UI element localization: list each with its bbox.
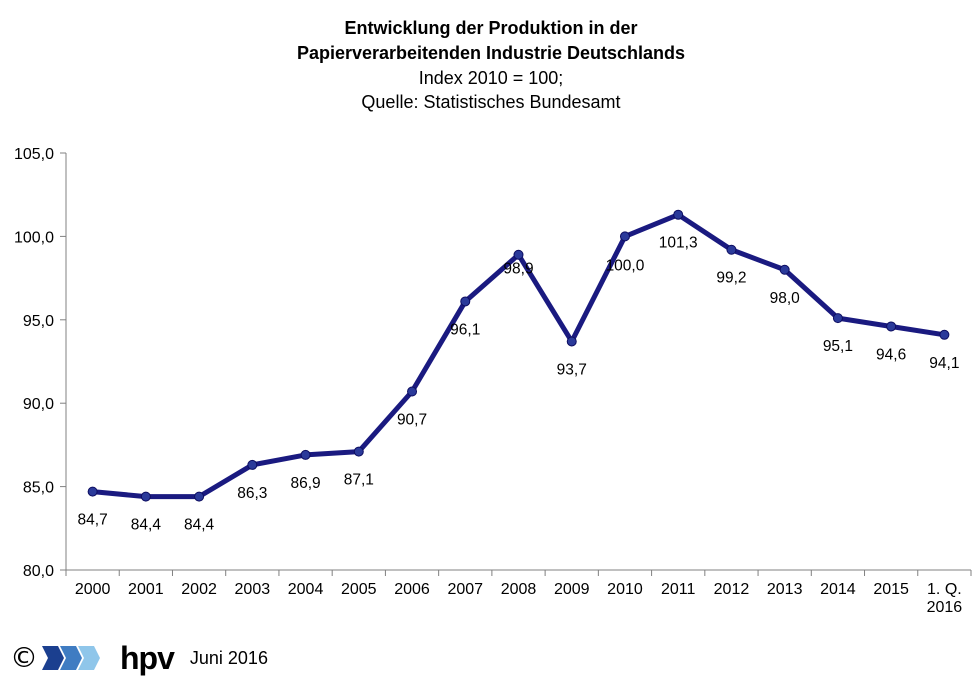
y-tick-label: 85,0 [23, 480, 54, 497]
x-tick-label: 2012 [714, 581, 750, 598]
data-label: 84,4 [184, 517, 215, 534]
x-tick-label: 2015 [873, 581, 909, 598]
copyright-symbol: © [10, 641, 38, 674]
data-label: 86,9 [290, 475, 320, 492]
data-labels: 84,7 84,4 84,4 86,3 86,9 87,1 90,7 96,1 98,9 93,7… [78, 235, 960, 534]
data-point [566, 336, 577, 347]
data-label: 98,0 [770, 290, 801, 307]
chart-title-line-1: Entwicklung der Produktion in der [344, 18, 637, 38]
data-label: 84,4 [131, 517, 162, 534]
hpv-logo-text: hpv [120, 639, 175, 676]
x-tick-label: 2002 [181, 581, 217, 598]
data-point [619, 231, 630, 242]
chart-subtitle-line-1: Index 2010 = 100; [419, 68, 564, 88]
data-point [247, 459, 258, 470]
data-label: 93,7 [557, 361, 587, 378]
data-point [886, 321, 897, 332]
x-tick-label: 2001 [128, 581, 164, 598]
x-tick-label: 2009 [554, 581, 590, 598]
data-point [513, 249, 524, 260]
data-point [673, 209, 684, 220]
data-label: 101,3 [659, 235, 698, 252]
x-tick-label: 2010 [607, 581, 643, 598]
x-tick-label: 2014 [820, 581, 856, 598]
data-label: 99,2 [716, 270, 746, 287]
data-label: 98,9 [503, 261, 533, 278]
data-point [407, 386, 418, 397]
x-tick-label: 2004 [288, 581, 324, 598]
x-tick-label: 2006 [394, 581, 430, 598]
data-label: 95,1 [823, 338, 853, 355]
x-tick-label: 2007 [447, 581, 483, 598]
data-label: 90,7 [397, 412, 427, 429]
data-point [939, 329, 950, 340]
x-tick-label: 2005 [341, 581, 377, 598]
hpv-logo-icon [42, 646, 100, 670]
axes: 80,0 85,0 90,0 95,0 100,0 105,0 2000 2001 2002 20… [14, 146, 972, 616]
y-tick-label: 95,0 [23, 313, 54, 330]
data-point [194, 491, 205, 502]
y-tick-label: 90,0 [23, 396, 54, 413]
data-point [300, 449, 311, 460]
y-tick-label: 105,0 [14, 146, 54, 163]
data-label: 100,0 [606, 257, 645, 274]
y-tick-label: 100,0 [14, 229, 54, 246]
data-point [460, 296, 471, 307]
data-point [140, 491, 151, 502]
x-tick-label: 1. Q. [927, 581, 962, 598]
x-tick-label: 2011 [661, 581, 696, 598]
x-tick-label: 2008 [501, 581, 537, 598]
data-point [87, 486, 98, 497]
data-point [779, 264, 790, 275]
data-label: 87,1 [344, 472, 374, 489]
data-label: 96,1 [450, 321, 480, 338]
x-tick-label: 2000 [75, 581, 111, 598]
data-label: 84,7 [78, 512, 108, 529]
data-label: 86,3 [237, 485, 267, 502]
chart-subtitle-line-2: Quelle: Statistisches Bundesamt [361, 92, 620, 112]
chart-title-line-2: Papierverarbeitenden Industrie Deutschla… [297, 43, 685, 63]
footer: © hpv Juni 2016 [10, 640, 268, 676]
x-tick-label: 2016 [927, 599, 963, 616]
data-point [726, 244, 737, 255]
footer-date: Juni 2016 [189, 647, 268, 668]
x-tick-label: 2003 [235, 581, 271, 598]
x-tick-label: 2013 [767, 581, 803, 598]
data-label: 94,6 [876, 346, 906, 363]
y-tick-label: 80,0 [23, 563, 54, 580]
data-label: 94,1 [929, 355, 959, 372]
series-line [87, 209, 950, 502]
data-point [832, 313, 843, 324]
data-point [353, 446, 364, 457]
